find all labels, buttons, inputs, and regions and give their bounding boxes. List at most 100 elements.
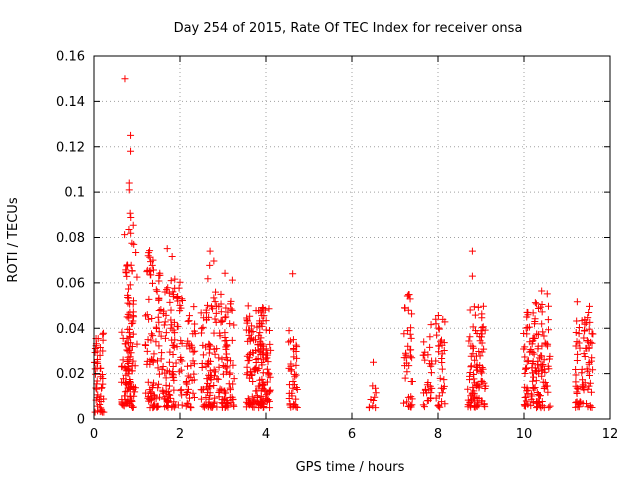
data-point: [148, 261, 156, 269]
data-point: [184, 337, 192, 345]
data-point: [285, 338, 293, 346]
data-point: [223, 356, 231, 364]
data-point: [246, 335, 254, 343]
data-point: [177, 356, 185, 364]
data-point: [419, 351, 427, 359]
data-point: [481, 385, 489, 393]
data-point: [538, 301, 546, 309]
data-point: [173, 343, 181, 351]
data-point: [206, 389, 214, 397]
data-point: [583, 337, 591, 345]
data-point: [226, 320, 234, 328]
data-point: [143, 311, 151, 319]
data-point: [184, 385, 192, 393]
data-point: [574, 385, 582, 393]
data-point: [252, 336, 260, 344]
data-point: [286, 337, 294, 345]
data-point: [581, 320, 589, 328]
data-point: [265, 387, 273, 395]
data-point: [244, 317, 252, 325]
data-point: [420, 403, 428, 411]
data-point: [156, 393, 164, 401]
data-point: [475, 347, 483, 355]
data-point: [222, 345, 230, 353]
data-point: [372, 384, 380, 392]
data-point: [258, 322, 266, 330]
data-point: [539, 328, 547, 336]
data-point: [290, 353, 298, 361]
data-point: [469, 383, 477, 391]
data-point: [162, 374, 170, 382]
data-point: [403, 368, 411, 376]
data-point: [97, 392, 105, 400]
data-point: [160, 307, 168, 315]
data-point: [480, 345, 488, 353]
data-point: [421, 386, 429, 394]
data-point: [121, 231, 129, 239]
data-point: [199, 402, 207, 410]
data-point: [210, 382, 218, 390]
data-point: [125, 380, 133, 388]
data-point: [576, 344, 584, 352]
data-point: [289, 384, 297, 392]
y-tick-label: 0.14: [56, 95, 85, 110]
data-point: [535, 304, 543, 312]
data-point: [162, 329, 170, 337]
data-point: [580, 350, 588, 358]
data-point: [165, 382, 173, 390]
data-point: [466, 306, 474, 314]
data-point: [167, 277, 175, 285]
data-point: [531, 335, 539, 343]
data-point: [573, 357, 581, 365]
data-point: [163, 402, 171, 410]
data-point: [128, 239, 136, 247]
data-point: [521, 401, 529, 409]
grid-lines: [94, 56, 610, 419]
data-point: [533, 330, 541, 338]
data-point: [155, 380, 163, 388]
data-point: [161, 334, 169, 342]
y-tick-label: 0.04: [56, 322, 85, 337]
data-point: [199, 385, 207, 393]
data-point: [580, 386, 588, 394]
data-point: [125, 226, 133, 234]
data-point: [154, 364, 162, 372]
data-point: [468, 272, 476, 280]
data-point: [435, 325, 443, 333]
data-point: [540, 356, 548, 364]
data-point: [189, 389, 197, 397]
data-point: [542, 382, 550, 390]
data-point: [97, 384, 105, 392]
data-point: [126, 281, 134, 289]
data-point: [154, 402, 162, 410]
data-point: [578, 365, 586, 373]
data-point: [481, 326, 489, 334]
data-point: [543, 290, 551, 298]
data-points: [90, 75, 597, 416]
data-point: [169, 371, 177, 379]
data-point: [206, 261, 214, 269]
data-point: [150, 350, 158, 358]
data-point: [149, 266, 157, 274]
data-point: [221, 337, 229, 345]
data-point: [473, 363, 481, 371]
data-point: [544, 316, 552, 324]
data-point: [529, 309, 537, 317]
data-point: [141, 312, 149, 320]
data-point: [263, 365, 271, 373]
data-point: [471, 356, 479, 364]
data-point: [405, 362, 413, 370]
data-point: [432, 315, 440, 323]
data-point: [132, 249, 140, 257]
data-point: [438, 365, 446, 373]
data-point: [150, 391, 158, 399]
data-point: [468, 247, 476, 255]
data-point: [99, 330, 107, 338]
data-point: [168, 252, 176, 260]
data-point: [527, 390, 535, 398]
data-point: [210, 366, 218, 374]
data-point: [202, 393, 210, 401]
data-point: [202, 306, 210, 314]
data-point: [129, 297, 137, 305]
